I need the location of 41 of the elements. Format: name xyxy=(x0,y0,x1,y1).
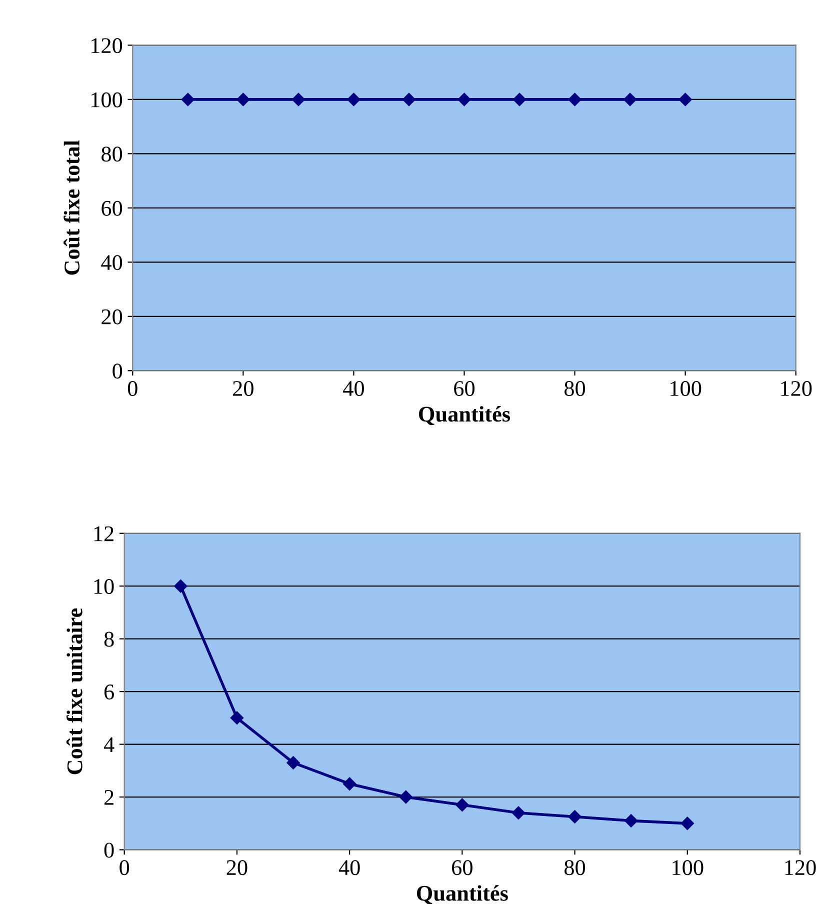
x-tick-label: 100 xyxy=(670,381,702,396)
point xyxy=(512,806,526,820)
y-tick-label: 10 xyxy=(94,579,114,594)
y-tick-label: 12 xyxy=(94,526,114,542)
x-axis-title: Quantités xyxy=(416,885,508,904)
x-tick-label: 120 xyxy=(785,860,816,876)
y-tick-label: 6 xyxy=(104,684,114,700)
x-tick-label: 60 xyxy=(454,381,475,396)
point xyxy=(174,580,188,593)
x-tick-label: 80 xyxy=(564,860,586,876)
y-tick-label: 40 xyxy=(101,255,122,270)
y-axis-title: Coût fixe total xyxy=(64,140,80,275)
point xyxy=(286,756,300,770)
y-tick-label: 60 xyxy=(102,200,122,216)
x-tick-label: 20 xyxy=(233,381,254,396)
point xyxy=(680,816,694,830)
x-axis-title: Quantités xyxy=(419,406,510,426)
point xyxy=(456,798,469,812)
y-tick-label: 2 xyxy=(104,790,114,805)
y-tick-label: 0 xyxy=(112,364,122,379)
x-tick-label: 80 xyxy=(564,381,586,396)
x-tick-label: 0 xyxy=(128,381,138,396)
y-tick-label: 8 xyxy=(104,632,114,647)
x-tick-label: 40 xyxy=(343,381,364,396)
y-tick-label: 100 xyxy=(92,92,122,108)
y-tick-label: 120 xyxy=(92,38,122,54)
point xyxy=(342,777,356,790)
y-tick-label: 20 xyxy=(102,309,122,324)
x-tick-label: 60 xyxy=(452,860,472,876)
x-tick-label: 100 xyxy=(672,860,704,876)
x-tick-label: 120 xyxy=(781,381,812,396)
y-axis-title: Coût fixe unitaire xyxy=(66,608,82,774)
y-tick-label: 0 xyxy=(104,842,114,858)
point xyxy=(230,711,244,725)
x-tick-label: 40 xyxy=(338,860,360,876)
x-tick-label: 20 xyxy=(226,860,248,876)
y-tick-label: 80 xyxy=(102,146,122,162)
point xyxy=(399,790,412,804)
point xyxy=(624,814,638,828)
y-tick-label: 4 xyxy=(104,737,114,752)
point xyxy=(568,810,582,824)
